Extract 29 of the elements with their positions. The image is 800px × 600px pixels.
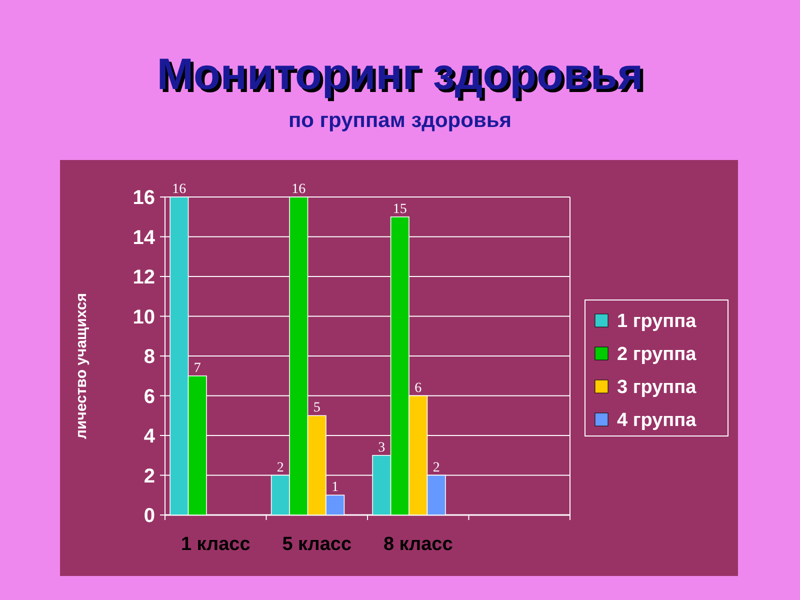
x-tick-label: 1 класс [180,534,251,555]
legend-label: 2 группа [617,344,697,365]
data-label: 16 [292,182,306,197]
data-label: 2 [276,460,284,476]
data-label: 16 [172,182,186,197]
data-label: 2 [432,460,440,476]
x-tick-label: 5 класс [282,534,352,555]
chart-subtitle: по группам здоровья [288,109,512,132]
y-axis-title: личество учащихся [73,293,90,439]
y-tick-label: 4 [144,426,156,448]
chart-title: Мониторинг здоровья [160,53,646,102]
y-tick-label: 10 [132,306,155,328]
legend-label: 1 группа [617,311,697,332]
legend-label: 4 группа [617,410,697,431]
y-tick-label: 14 [132,226,156,249]
y-tick-label: 0 [144,505,155,527]
data-label: 7 [194,360,201,376]
y-tick-label: 16 [132,187,155,209]
data-label: 5 [313,400,320,416]
y-tick-label: 12 [132,266,155,288]
y-tick-label: 2 [144,465,155,488]
legend-label: 3 группа [617,377,697,398]
data-label: 15 [392,202,407,217]
y-tick-label: 8 [144,346,155,368]
x-tick-label: 8 класс [383,534,454,555]
data-label: 3 [378,440,386,456]
y-tick-label: 6 [144,386,155,408]
data-label: 1 [332,480,339,496]
data-label: 6 [414,380,422,396]
